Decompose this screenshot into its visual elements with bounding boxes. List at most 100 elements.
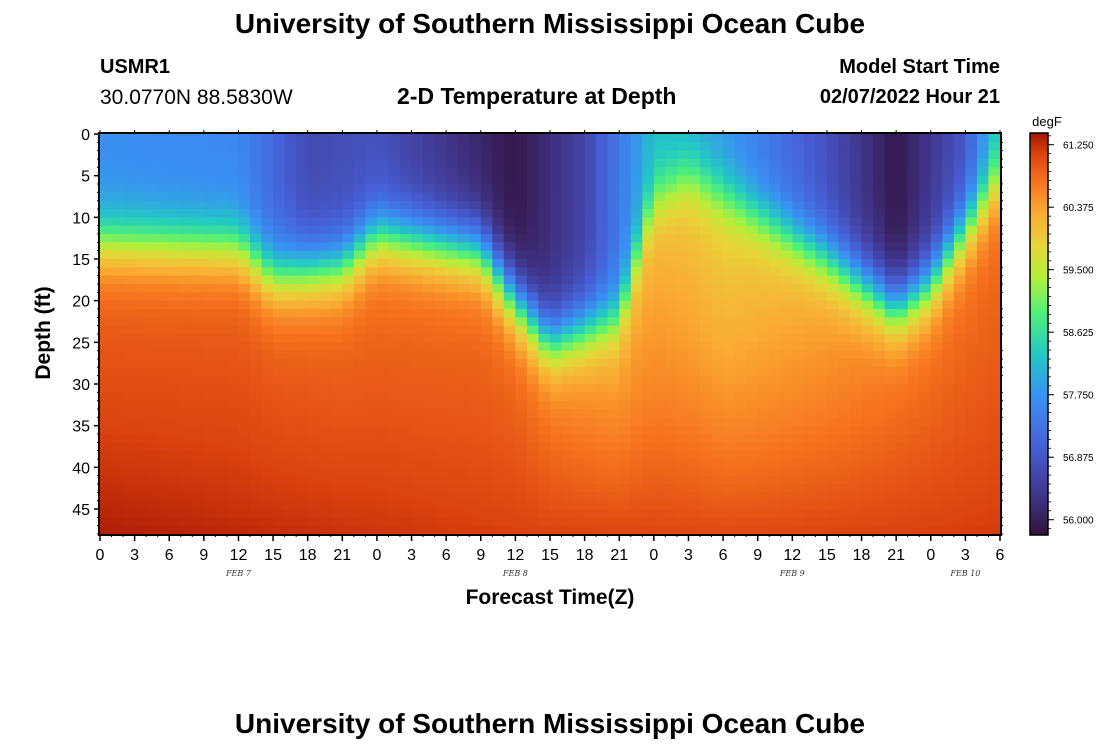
heatmap-cell <box>596 217 609 227</box>
heatmap-cell <box>515 409 528 418</box>
heatmap-cell <box>688 459 701 468</box>
heatmap-cell <box>792 209 805 218</box>
heatmap-cell <box>457 175 470 185</box>
heatmap-cell <box>803 459 816 468</box>
heatmap-cell <box>700 200 713 210</box>
heatmap-cell <box>238 409 251 418</box>
heatmap-cell <box>538 325 551 335</box>
heatmap-cell <box>515 142 528 152</box>
heatmap-cell <box>757 250 770 260</box>
heatmap-cell <box>226 359 240 368</box>
heatmap-cell <box>919 375 932 385</box>
heatmap-cell <box>100 517 113 527</box>
heatmap-cell <box>457 267 470 277</box>
heatmap-cell <box>584 350 597 360</box>
heatmap-cell <box>307 442 320 452</box>
heatmap-cell <box>342 375 355 385</box>
heatmap-cell <box>111 459 124 468</box>
heatmap-cell <box>296 309 309 318</box>
heatmap-cell <box>515 309 528 318</box>
heatmap-cell <box>850 300 863 310</box>
heatmap-cell <box>250 325 263 335</box>
heatmap-cell <box>688 467 701 477</box>
heatmap-cell <box>803 192 816 202</box>
heatmap-cell <box>538 425 551 435</box>
heatmap-cell <box>457 525 470 535</box>
heatmap-cell <box>111 192 124 202</box>
heatmap-cell <box>607 300 620 310</box>
heatmap-cell <box>503 525 516 535</box>
heatmap-cell <box>930 300 943 310</box>
heatmap-cell <box>965 317 978 327</box>
heatmap-cell <box>942 384 955 393</box>
heatmap-cell <box>676 400 690 410</box>
heatmap-cell <box>976 167 990 177</box>
heatmap-cell <box>446 500 459 510</box>
heatmap-cell <box>400 284 413 293</box>
heatmap-cell <box>250 367 263 377</box>
heatmap-cell <box>884 267 897 277</box>
heatmap-cell <box>757 259 770 268</box>
heatmap-cell <box>757 267 770 277</box>
heatmap-cell <box>792 317 805 327</box>
heatmap-cell <box>296 475 309 485</box>
heatmap-cell <box>157 392 170 402</box>
heatmap-cell <box>688 175 701 185</box>
heatmap-cell <box>688 234 701 243</box>
heatmap-cell <box>319 359 332 368</box>
heatmap-cell <box>700 375 713 385</box>
heatmap-cell <box>607 175 620 185</box>
heatmap-cell <box>480 400 493 410</box>
heatmap-cell <box>296 417 309 427</box>
heatmap-cell <box>942 317 955 327</box>
heatmap-cell <box>226 284 240 293</box>
heatmap-cell <box>642 525 655 535</box>
heatmap-cell <box>480 142 493 152</box>
heatmap-cell <box>584 442 597 452</box>
heatmap-cell <box>607 475 620 485</box>
heatmap-cell <box>711 475 724 485</box>
heatmap-cell <box>157 375 170 385</box>
heatmap-cell <box>434 192 447 202</box>
heatmap-cell <box>515 500 528 510</box>
heatmap-cell <box>330 150 343 160</box>
heatmap-cell <box>180 434 193 443</box>
heatmap-cell <box>780 250 793 260</box>
heatmap-cell <box>330 334 343 343</box>
heatmap-cell <box>688 500 701 510</box>
heatmap-cell <box>803 509 816 518</box>
heatmap-cell <box>757 500 770 510</box>
heatmap-cell <box>353 334 366 343</box>
heatmap-cell <box>850 492 863 502</box>
heatmap-cell <box>319 167 332 177</box>
heatmap-cell <box>619 467 632 477</box>
heatmap-cell <box>653 300 666 310</box>
heatmap-cell <box>769 359 782 368</box>
heatmap-cell <box>734 242 747 252</box>
heatmap-cell <box>284 434 297 443</box>
heatmap-cell <box>596 334 609 343</box>
heatmap-cell <box>146 234 159 243</box>
heatmap-cell <box>134 159 147 168</box>
heatmap-cell <box>365 217 378 227</box>
station-id: USMR1 <box>100 56 171 78</box>
heatmap-cell <box>342 200 355 210</box>
heatmap-cell <box>988 250 1001 260</box>
heatmap-cell <box>665 234 678 243</box>
heatmap-cell <box>723 317 736 327</box>
heatmap-cell <box>965 359 978 368</box>
heatmap-cell <box>123 359 136 368</box>
heatmap-cell <box>792 409 805 418</box>
heatmap-cell <box>203 484 216 493</box>
heatmap-cell <box>815 309 828 318</box>
heatmap-cell <box>526 250 540 260</box>
heatmap-cell <box>330 367 343 377</box>
heatmap-cell <box>423 500 436 510</box>
heatmap-cell <box>469 375 482 385</box>
heatmap-cell <box>492 334 505 343</box>
heatmap-cell <box>376 392 390 402</box>
heatmap-cell <box>296 450 309 460</box>
heatmap-cell <box>861 459 874 468</box>
heatmap-cell <box>480 450 493 460</box>
heatmap-cell <box>134 275 147 285</box>
